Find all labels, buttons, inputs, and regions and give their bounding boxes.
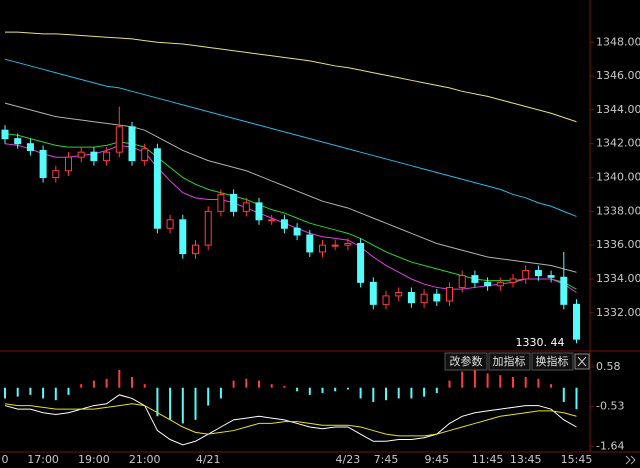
line xyxy=(4,102,577,273)
candle-body xyxy=(26,143,34,151)
candle-body xyxy=(407,292,415,304)
candle-body xyxy=(344,242,352,246)
candle-body xyxy=(420,293,428,304)
candle-body xyxy=(128,126,136,162)
candle-body xyxy=(522,270,530,280)
y-tick-label: 1340.00 xyxy=(596,171,640,184)
line xyxy=(5,31,577,123)
candle-body xyxy=(255,202,263,221)
button-label[interactable]: 改参数 xyxy=(450,354,483,368)
line xyxy=(4,143,577,293)
button[interactable] xyxy=(444,352,488,371)
x-tick-label: 19:00 xyxy=(78,453,110,466)
candle-body xyxy=(534,270,542,277)
button-label[interactable]: 换指标 xyxy=(536,354,569,368)
line xyxy=(4,133,577,290)
x-tick-label: 13:45 xyxy=(510,453,542,466)
candle-body xyxy=(484,281,492,287)
y-tick-label: 1342.00 xyxy=(596,137,640,150)
line xyxy=(4,58,577,217)
x-tick-label: 17:00 xyxy=(27,453,59,466)
candle-body xyxy=(547,275,555,278)
candle-body xyxy=(153,148,161,229)
y-tick-label: -1.64 xyxy=(596,439,624,452)
candle-body xyxy=(382,295,390,305)
button-label[interactable]: 加指标 xyxy=(493,354,526,368)
x-tick-label: 9:45 xyxy=(424,453,449,466)
x-tick-label: 11:45 xyxy=(472,453,504,466)
candle-body xyxy=(217,193,225,212)
candle-body xyxy=(509,278,517,283)
candle-body xyxy=(230,193,238,212)
candle-body xyxy=(446,286,453,302)
candle-body xyxy=(395,292,403,297)
y-tick-label: 1338.00 xyxy=(596,204,640,217)
candle-body xyxy=(433,293,441,302)
candle-body xyxy=(369,281,377,305)
x-tick-label: 4/23 xyxy=(336,453,361,466)
y-tick-label: -0.53 xyxy=(596,400,624,413)
button[interactable] xyxy=(488,352,531,371)
candle-body xyxy=(560,276,568,305)
candle-body xyxy=(179,219,187,255)
x-tick-label: 4/21 xyxy=(196,453,221,466)
x-tick-label: 7:45 xyxy=(374,453,399,466)
scroll-icon[interactable] xyxy=(625,455,636,465)
x-tick-label: 15:45 xyxy=(561,453,593,466)
candle-body xyxy=(573,303,580,340)
candle-body xyxy=(192,244,199,255)
candle-body xyxy=(166,219,174,229)
candle-body xyxy=(65,156,72,172)
line xyxy=(4,403,577,437)
x-tick-label: 0 xyxy=(2,453,9,466)
candle-body xyxy=(471,275,479,283)
y-tick-label: 1332.00 xyxy=(596,306,640,319)
candle-body xyxy=(242,202,250,212)
candle-body xyxy=(496,281,504,287)
candle-body xyxy=(280,219,288,229)
candle-body xyxy=(319,244,326,253)
candle-body xyxy=(204,210,212,246)
candle-body xyxy=(357,242,365,283)
candle-body xyxy=(141,148,149,162)
candle-body xyxy=(293,227,301,236)
candle-body xyxy=(52,170,60,179)
candle-body xyxy=(115,126,123,153)
last-price-label: 1330. 44 xyxy=(516,336,565,349)
candle-body xyxy=(103,151,111,162)
x-tick-label: 21:00 xyxy=(129,453,161,466)
candle-body xyxy=(331,244,339,247)
candle-body xyxy=(14,138,22,145)
close-icon[interactable] xyxy=(577,356,587,367)
y-tick-label: 1348.00 xyxy=(596,35,640,48)
candle-body xyxy=(458,275,466,288)
candle-body xyxy=(90,151,98,162)
y-tick-label: 0.58 xyxy=(596,360,621,373)
y-tick-label: 1336.00 xyxy=(596,238,640,251)
candle-body xyxy=(1,129,9,140)
candle-body xyxy=(306,234,314,253)
y-tick-label: 1344.00 xyxy=(596,103,640,116)
candle-body xyxy=(268,219,276,222)
y-tick-label: 1334.00 xyxy=(596,272,640,285)
button[interactable] xyxy=(531,352,574,371)
candle-body xyxy=(77,151,85,158)
y-tick-label: 1346.00 xyxy=(596,69,640,82)
candle-body xyxy=(39,149,47,179)
